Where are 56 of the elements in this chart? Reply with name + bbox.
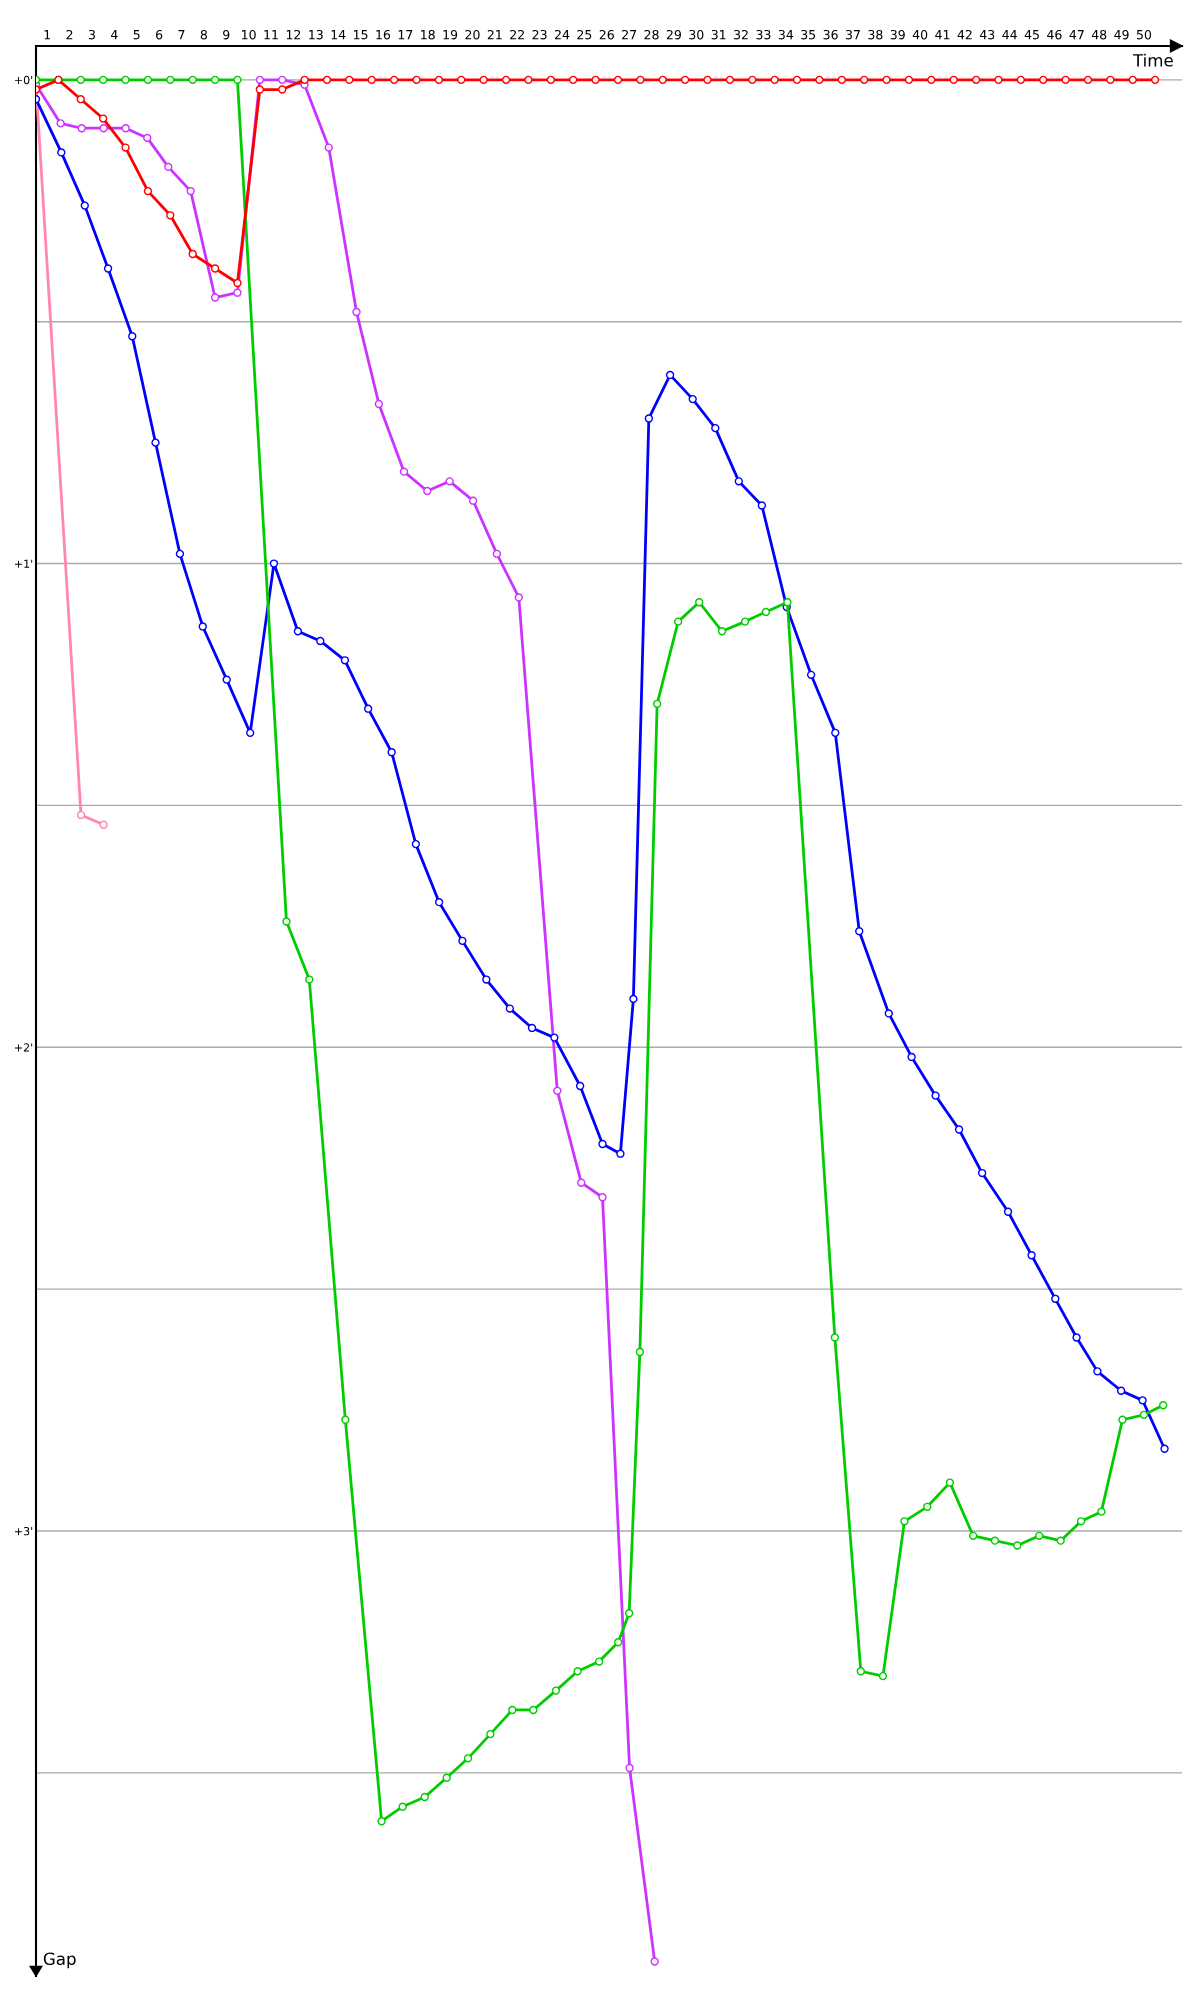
x-tick-label: 23 (532, 29, 547, 40)
x-tick-label: 32 (734, 29, 748, 40)
x-tick-label: 29 (666, 29, 681, 40)
x-tick-label: 26 (599, 29, 614, 40)
x-tick-label: 7 (178, 30, 185, 40)
x-tick-label: 13 (309, 29, 323, 40)
x-tick-label: 12 (286, 29, 301, 40)
x-tick-label: 42 (957, 29, 972, 40)
x-tick-label: 33 (756, 29, 771, 40)
y-tick-label: +3' (14, 1526, 33, 1536)
x-tick-label: 47 (1069, 30, 1084, 40)
y-axis-title: Gap (43, 1952, 76, 1969)
x-tick-label: 2 (66, 29, 73, 40)
x-tick-label: 39 (890, 29, 905, 40)
x-tick-label: 20 (465, 29, 480, 40)
x-tick-label: 31 (711, 29, 726, 40)
x-tick-label: 49 (1114, 29, 1129, 40)
x-tick-label: 28 (644, 29, 659, 40)
x-tick-label: 38 (868, 29, 883, 40)
x-tick-label: 9 (223, 29, 230, 40)
x-tick-label: 16 (376, 29, 391, 40)
x-tick-label: 46 (1047, 29, 1062, 40)
x-tick-label: 30 (689, 29, 704, 40)
x-tick-label: 22 (510, 29, 524, 40)
x-tick-label: 27 (622, 29, 637, 40)
x-tick-label: 8 (200, 29, 207, 40)
x-tick-label: 36 (823, 29, 838, 40)
x-tick-label: 44 (1002, 30, 1017, 40)
x-tick-label: 6 (156, 29, 163, 40)
y-tick-label: +1' (14, 559, 33, 568)
x-tick-label: 19 (443, 29, 458, 40)
x-tick-label: 3 (88, 29, 95, 40)
x-tick-label: 1 (44, 30, 51, 40)
x-tick-label: 10 (242, 29, 256, 40)
x-tick-label: 37 (845, 29, 860, 40)
y-tick-label: +2' (14, 1043, 33, 1052)
x-tick-label: 48 (1091, 29, 1107, 40)
x-tick-label: 45 (1024, 30, 1039, 40)
x-tick-label: 11 (264, 30, 278, 40)
x-tick-label: 43 (979, 29, 995, 40)
x-tick-label: 40 (912, 29, 928, 40)
x-tick-label: 17 (398, 30, 413, 40)
x-tick-label: 18 (421, 29, 435, 40)
x-tick-label: 15 (353, 30, 368, 40)
x-tick-label: 41 (935, 30, 950, 40)
x-tick-label: 24 (554, 29, 570, 40)
x-tick-label: 5 (133, 30, 140, 40)
x-tick-label: 21 (487, 29, 502, 40)
x-tick-label: 14 (331, 30, 346, 40)
x-tick-label: 4 (110, 30, 118, 40)
y-tick-label: +0' (14, 75, 33, 85)
x-tick-label: 35 (801, 29, 816, 40)
x-axis-title: Time (1132, 53, 1173, 67)
x-tick-label: 50 (1136, 29, 1152, 40)
x-tick-label: 25 (577, 29, 592, 40)
x-tick-label: 34 (778, 29, 794, 40)
